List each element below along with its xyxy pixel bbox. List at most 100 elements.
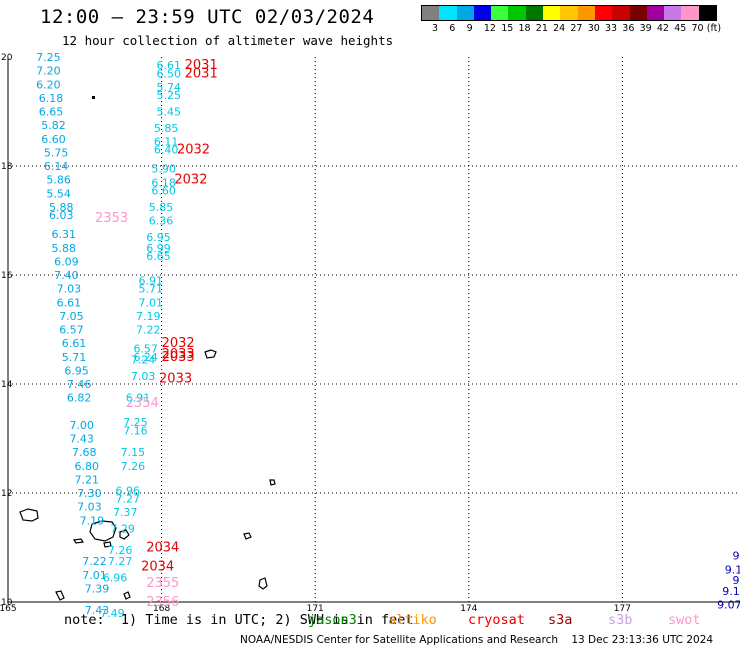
wave-height-value: 7.49 xyxy=(100,607,125,620)
island-outline xyxy=(55,590,65,601)
island-outline xyxy=(123,591,131,600)
wave-height-value: 9.3 xyxy=(732,574,740,587)
wave-height-value: 7.27 xyxy=(116,492,140,505)
wave-height-value: 5.45 xyxy=(156,106,181,119)
footer-credit: NOAA/NESDIS Center for Satellite Applica… xyxy=(240,634,714,646)
island-outline xyxy=(19,508,39,522)
wave-height-value: 7.03 xyxy=(77,501,102,514)
legend-swatch xyxy=(422,6,440,20)
lat-tick-label: 14 xyxy=(1,380,13,390)
wave-height-value: 7.68 xyxy=(72,446,97,459)
island-outlines xyxy=(19,96,276,601)
lat-tick-label: 12 xyxy=(1,489,12,499)
legend-labels: 3 6 9 12 15 18 21 24 27 30 33 36 39 42 45 70 (ft) xyxy=(421,21,721,35)
pass-time-label: 2033 xyxy=(162,350,195,365)
wave-height-value: 7.46 xyxy=(67,378,92,391)
wave-height-value: 7.20 xyxy=(36,65,61,78)
legend-label: (ft) xyxy=(706,23,722,34)
legend-label: 6 xyxy=(449,23,456,34)
pass-time-label: 2031 xyxy=(185,66,218,81)
wave-height-value: 6.91 xyxy=(126,392,151,405)
legend-label: 12 xyxy=(483,23,496,34)
wave-height-value: 6.40 xyxy=(154,144,179,157)
legend-swatch xyxy=(560,6,578,20)
island-outline xyxy=(89,520,117,542)
wave-height-value: 7.25 xyxy=(123,416,148,429)
lon-tick-label: 177 xyxy=(614,604,631,614)
legend-swatches xyxy=(421,5,718,21)
wave-height-value: 9.1 xyxy=(725,563,740,576)
wave-height-value: 6.57 xyxy=(133,343,158,356)
pass-time-label: 2353 xyxy=(95,211,128,226)
wave-height-value: 6.95 xyxy=(64,364,89,377)
wave-height-value: 7.40 xyxy=(54,269,79,282)
wave-height-value: 7.29 xyxy=(110,522,134,535)
legend-label: 39 xyxy=(639,23,652,34)
wave-height-value: 6.60 xyxy=(41,133,66,146)
wave-height-value: 5.54 xyxy=(46,187,71,200)
wave-height-value: 6.36 xyxy=(149,215,174,228)
legend-label: 18 xyxy=(518,23,531,34)
wave-height-value: 6.09 xyxy=(54,255,79,268)
legend-label: 21 xyxy=(535,23,548,34)
wave-height-value: 9. xyxy=(732,550,740,563)
island-outline xyxy=(269,479,276,486)
lat-tick-label: 20 xyxy=(1,53,13,63)
legend-label: 15 xyxy=(501,23,514,34)
legend-label: 24 xyxy=(553,23,566,34)
wave-height-value: 5.71 xyxy=(62,351,86,364)
wave-height-value: 6.60 xyxy=(151,185,176,198)
wave-height-value: 5.74 xyxy=(156,81,181,94)
legend-swatch xyxy=(491,6,509,20)
legend-swatch xyxy=(612,6,630,20)
legend-swatch xyxy=(577,6,595,20)
wave-height-value: 6.82 xyxy=(67,392,92,405)
map-frame xyxy=(7,57,740,603)
wave-height-value: 5.90 xyxy=(151,163,176,176)
legend-swatch xyxy=(473,6,492,20)
satellite-label-swot: swot xyxy=(668,612,701,628)
footer-note: note: 1) Time is in UTC; 2) SWH is in fe… xyxy=(64,612,414,628)
lon-tick-label: 174 xyxy=(460,604,477,614)
legend-label: 3 xyxy=(432,23,439,34)
wave-height-value: 5.71 xyxy=(139,283,164,296)
wave-height-value: 7.03 xyxy=(131,370,156,383)
wave-height-value: 6.24 xyxy=(133,351,158,364)
wave-height-value: 5.88 xyxy=(52,242,77,255)
wave-height-value: 7.37 xyxy=(113,506,137,519)
wave-height-value: 5.85 xyxy=(154,122,179,135)
wave-height-value: 6.96 xyxy=(116,484,140,497)
wave-height-value: 7.43 xyxy=(85,604,110,617)
wave-height-value: 9.1 xyxy=(722,585,740,598)
legend-swatch xyxy=(508,6,526,20)
pass-time-label: 2356 xyxy=(146,595,179,610)
legend-label: 45 xyxy=(674,23,687,34)
wave-height-value: 6.18 xyxy=(151,176,176,189)
wave-height-value: 6.96 xyxy=(103,571,128,584)
wave-height-value: 7.15 xyxy=(121,446,146,459)
island-outline xyxy=(119,529,130,540)
wave-height-value: 6.61 xyxy=(57,296,82,309)
legend-label: 33 xyxy=(605,23,618,34)
map-title: 12:00 – 23:59 UTC 02/03/2024 xyxy=(40,6,375,28)
wave-height-value: 7.43 xyxy=(69,433,94,446)
wave-height-value: 6.80 xyxy=(75,460,100,473)
satellite-label-cryosat: cryosat xyxy=(468,612,525,628)
wave-height-value: 7.39 xyxy=(85,582,110,595)
wave-height-value: 6.18 xyxy=(39,92,64,105)
wave-height-value: 6.61 xyxy=(62,337,86,350)
wave-height-value: 7.22 xyxy=(136,324,161,337)
legend-label: 27 xyxy=(570,23,583,34)
pass-time-label: 2032 xyxy=(174,173,207,188)
map-gridlines xyxy=(8,57,740,602)
wave-height-value: 5.82 xyxy=(41,119,66,132)
island-outline xyxy=(243,532,252,540)
wave-height-value: 6.61 xyxy=(156,59,181,72)
pass-time-label: 2033 xyxy=(159,372,192,387)
lat-tick-label: 18 xyxy=(1,162,13,172)
wave-height-value: 7.26 xyxy=(121,460,146,473)
pass-time-label: 2034 xyxy=(146,541,179,556)
pass-time-label: 2032 xyxy=(177,143,210,158)
legend-swatch xyxy=(629,6,647,20)
wave-height-value: 6.99 xyxy=(146,242,171,255)
